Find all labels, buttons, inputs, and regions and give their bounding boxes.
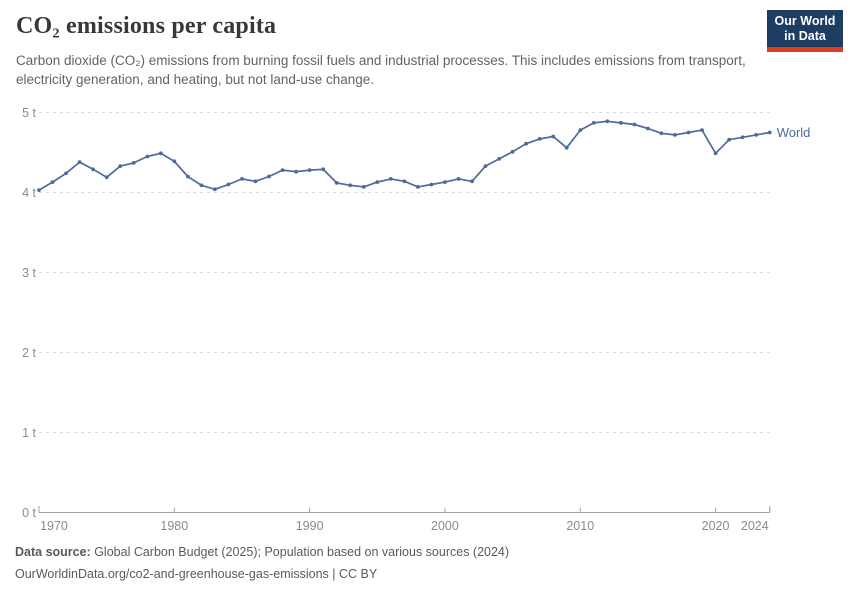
axes: 1970 1980 1990 2000 2010 2020 2024 (38, 506, 771, 533)
data-point (429, 182, 434, 187)
license-line: OurWorldinData.org/co2-and-greenhouse-ga… (15, 563, 509, 585)
data-point (700, 128, 704, 133)
data-point (591, 121, 596, 125)
data-point (375, 180, 380, 185)
data-point (91, 167, 95, 172)
data-point (470, 179, 474, 184)
data-point (104, 175, 109, 180)
data-point (551, 134, 556, 139)
x-tick-label: 2024 (741, 519, 769, 533)
data-point (64, 171, 68, 176)
owid-logo-line2: in Data (784, 28, 826, 43)
owid-logo-line1: Our World (774, 13, 836, 28)
data-point (50, 180, 55, 185)
data-point (443, 180, 447, 185)
chart-url-link[interactable]: OurWorldinData.org/co2-and-greenhouse-ga… (15, 567, 329, 581)
data-point (578, 128, 583, 133)
data-point (77, 160, 82, 165)
data-source-text: Global Carbon Budget (2025); Population … (90, 545, 510, 559)
data-point (321, 167, 326, 172)
data-point (619, 121, 623, 125)
data-point (158, 151, 163, 156)
y-tick-label: 0 t (22, 506, 36, 520)
data-point (686, 130, 691, 135)
y-tick-label: 1 t (22, 426, 36, 440)
data-point (524, 141, 528, 146)
series-labels: World (777, 125, 811, 140)
data-point (537, 137, 542, 141)
x-tick-label: 1970 (40, 519, 68, 533)
data-point (740, 135, 745, 140)
page-title: CO₂ emissions per capita (16, 13, 277, 39)
data-point (754, 133, 759, 137)
data-point (334, 181, 339, 185)
data-point (226, 182, 231, 187)
gridlines: 0 t 1 t 2 t 3 t 4 t 5 t (22, 106, 770, 520)
data-point (632, 122, 637, 127)
data-point (646, 126, 650, 131)
owid-logo[interactable]: Our World in Data (767, 10, 843, 52)
y-tick-label: 5 t (22, 106, 36, 120)
chart-footer: Data source: Global Carbon Budget (2025)… (15, 541, 509, 585)
emissions-line-chart: 0 t 1 t 2 t 3 t 4 t 5 t 1970 1980 1990 2000 2010 2… (22, 106, 811, 533)
chart-subtitle: Carbon dioxide (CO₂) emissions from burn… (16, 53, 746, 87)
data-source-line: Data source: Global Carbon Budget (2025)… (15, 541, 509, 563)
data-point (497, 157, 501, 161)
data-point (361, 185, 366, 189)
data-point (510, 149, 515, 154)
data-point (348, 183, 353, 188)
x-tick-label: 1990 (296, 519, 324, 533)
x-tick-label: 2000 (431, 519, 459, 533)
data-point (767, 130, 772, 135)
data-point (172, 159, 177, 164)
data-point (416, 185, 420, 189)
y-tick-label: 3 t (22, 266, 36, 280)
license-link[interactable]: CC BY (339, 567, 378, 581)
x-tick-label: 1980 (160, 519, 188, 533)
data-point (713, 151, 718, 156)
data-point (388, 177, 393, 181)
data-point (483, 164, 488, 169)
data-source-label: Data source: (15, 545, 91, 559)
data-point (240, 177, 244, 181)
data-point (37, 188, 41, 193)
data-point (727, 137, 731, 142)
data-point (118, 164, 123, 169)
data-point (294, 169, 298, 174)
data-point (307, 168, 312, 173)
data-point (213, 187, 217, 192)
y-tick-label: 2 t (22, 346, 36, 360)
y-tick-label: 4 t (22, 186, 36, 200)
data-point (605, 119, 610, 124)
data-point (456, 177, 461, 181)
data-point (673, 133, 677, 137)
data-point (199, 183, 204, 188)
data-point (253, 179, 258, 184)
data-point (280, 168, 285, 173)
data-point (564, 145, 569, 150)
data-point (185, 174, 190, 179)
data-point (267, 174, 271, 179)
license-separator: | (328, 567, 340, 581)
world-series (37, 119, 772, 193)
x-tick-label: 2020 (702, 519, 730, 533)
data-point (145, 154, 150, 159)
data-point (131, 161, 136, 165)
data-point (659, 131, 664, 136)
series-end-label: World (777, 125, 811, 140)
x-tick-label: 2010 (566, 519, 594, 533)
data-point (402, 179, 407, 184)
